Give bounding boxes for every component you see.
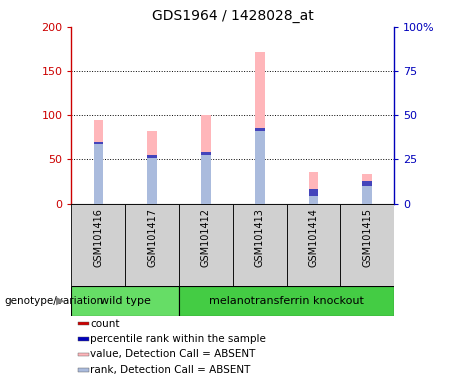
Title: GDS1964 / 1428028_at: GDS1964 / 1428028_at	[152, 9, 313, 23]
Text: GSM101416: GSM101416	[93, 208, 103, 266]
Bar	[362, 182, 372, 186]
Bar	[78, 322, 89, 326]
Bar	[179, 204, 233, 286]
Bar	[201, 152, 211, 155]
Bar	[78, 337, 89, 341]
Bar	[148, 131, 157, 204]
Bar	[71, 286, 179, 316]
Text: GSM101417: GSM101417	[147, 208, 157, 266]
Bar	[201, 152, 211, 204]
Bar	[94, 120, 103, 204]
Bar	[71, 204, 125, 286]
Text: wild type: wild type	[100, 296, 151, 306]
Text: count: count	[90, 319, 120, 329]
Text: value, Detection Call = ABSENT: value, Detection Call = ABSENT	[90, 349, 256, 359]
Bar	[179, 286, 394, 316]
Bar	[201, 115, 211, 204]
Text: GSM101415: GSM101415	[362, 208, 372, 266]
Bar	[94, 142, 103, 204]
Bar	[340, 204, 394, 286]
Text: rank, Detection Call = ABSENT: rank, Detection Call = ABSENT	[90, 365, 251, 375]
Bar	[255, 128, 265, 204]
Text: GSM101413: GSM101413	[254, 208, 265, 266]
Bar	[309, 189, 318, 204]
Bar	[287, 204, 340, 286]
Text: ▶: ▶	[56, 296, 64, 306]
Text: genotype/variation: genotype/variation	[5, 296, 104, 306]
Bar	[309, 172, 318, 204]
Text: GSM101412: GSM101412	[201, 208, 211, 266]
Bar	[78, 368, 89, 372]
Bar	[233, 204, 287, 286]
Bar	[255, 51, 265, 204]
Bar	[148, 155, 157, 204]
Bar	[148, 155, 157, 157]
Bar	[309, 189, 318, 195]
Bar	[78, 353, 89, 356]
Text: GSM101414: GSM101414	[308, 208, 319, 266]
Bar	[362, 174, 372, 204]
Text: melanotransferrin knockout: melanotransferrin knockout	[209, 296, 364, 306]
Text: percentile rank within the sample: percentile rank within the sample	[90, 334, 266, 344]
Bar	[94, 142, 103, 144]
Bar	[255, 128, 265, 131]
Bar	[125, 204, 179, 286]
Bar	[362, 182, 372, 204]
